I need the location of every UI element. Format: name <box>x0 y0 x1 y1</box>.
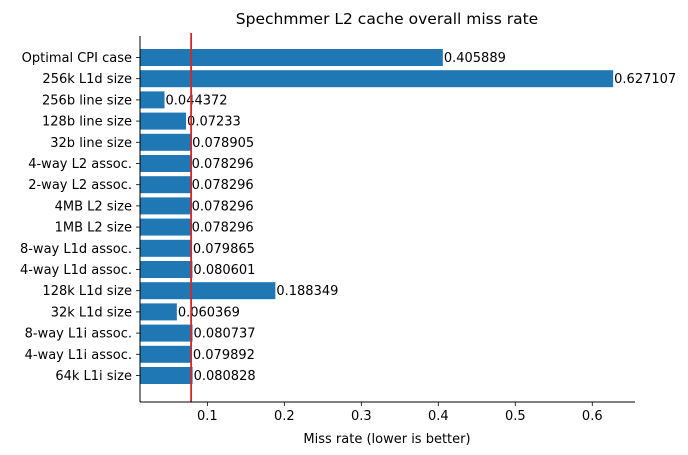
category-label: Optimal CPI case <box>22 51 132 66</box>
bar <box>140 112 187 130</box>
category-label: 4-way L1d assoc. <box>20 263 132 278</box>
x-tick-label: 0.4 <box>428 409 449 424</box>
category-label: 256b line size <box>42 93 132 108</box>
category-label: 1MB L2 size <box>55 221 132 236</box>
category-label: 32b line size <box>50 136 132 151</box>
value-label: 0.07233 <box>187 115 241 130</box>
category-label: 32k L1d size <box>51 305 132 320</box>
bar <box>140 176 191 194</box>
value-label: 0.188349 <box>276 284 338 299</box>
value-labels-group: 0.405889 0.627107 0.044372 0.07233 0.078905 0… <box>166 51 677 384</box>
x-tick-label: 0.1 <box>197 409 218 424</box>
value-label: 0.078296 <box>192 199 254 214</box>
value-label: 0.080737 <box>194 327 256 342</box>
category-label: 64k L1i size <box>55 369 132 384</box>
value-label: 0.079892 <box>193 348 255 363</box>
bar <box>140 303 177 321</box>
value-label: 0.044372 <box>166 93 228 108</box>
bar <box>140 367 193 384</box>
value-label: 0.080828 <box>194 369 256 384</box>
category-label: 8-way L1i assoc. <box>25 327 132 342</box>
category-labels-group: Optimal CPI case 256k L1d size 256b line s… <box>20 51 140 384</box>
x-tick-label: 0.2 <box>274 409 295 424</box>
category-label: 4MB L2 size <box>55 199 132 214</box>
value-label: 0.627107 <box>614 72 676 87</box>
bar <box>140 282 276 300</box>
x-axis-label: Miss rate (lower is better) <box>303 432 470 447</box>
x-tick-label: 0.6 <box>582 409 603 424</box>
bar <box>140 197 191 215</box>
value-label: 0.078905 <box>192 136 254 151</box>
category-label: 8-way L1d assoc. <box>20 242 132 257</box>
category-label: 4-way L2 assoc. <box>28 157 132 172</box>
bar <box>140 133 192 151</box>
bar <box>140 70 614 88</box>
bar <box>140 261 193 278</box>
category-label: 4-way L1i assoc. <box>25 348 132 363</box>
value-label: 0.078296 <box>192 157 254 172</box>
x-tick-label: 0.5 <box>505 409 526 424</box>
bar <box>140 239 192 257</box>
value-label: 0.078296 <box>192 221 254 236</box>
value-label: 0.079865 <box>193 242 255 257</box>
bar <box>140 218 191 236</box>
chart-title: Spechmmer L2 cache overall miss rate <box>236 10 538 28</box>
value-label: 0.078296 <box>192 178 254 193</box>
x-ticks-group: 0.1 0.2 0.3 0.4 0.5 0.6 <box>197 402 603 424</box>
x-tick-label: 0.3 <box>351 409 372 424</box>
bars-group <box>140 49 614 384</box>
category-label: 128k L1d size <box>42 284 132 299</box>
bar <box>140 91 165 109</box>
category-label: 256k L1d size <box>42 72 132 87</box>
value-label: 0.080601 <box>193 263 255 278</box>
bar <box>140 345 192 363</box>
category-label: 128b line size <box>42 115 132 130</box>
category-label: 2-way L2 assoc. <box>28 178 132 193</box>
bar <box>140 49 443 66</box>
value-label: 0.060369 <box>178 305 240 320</box>
bar <box>140 155 191 172</box>
value-label: 0.405889 <box>444 51 506 66</box>
bar <box>140 324 193 342</box>
